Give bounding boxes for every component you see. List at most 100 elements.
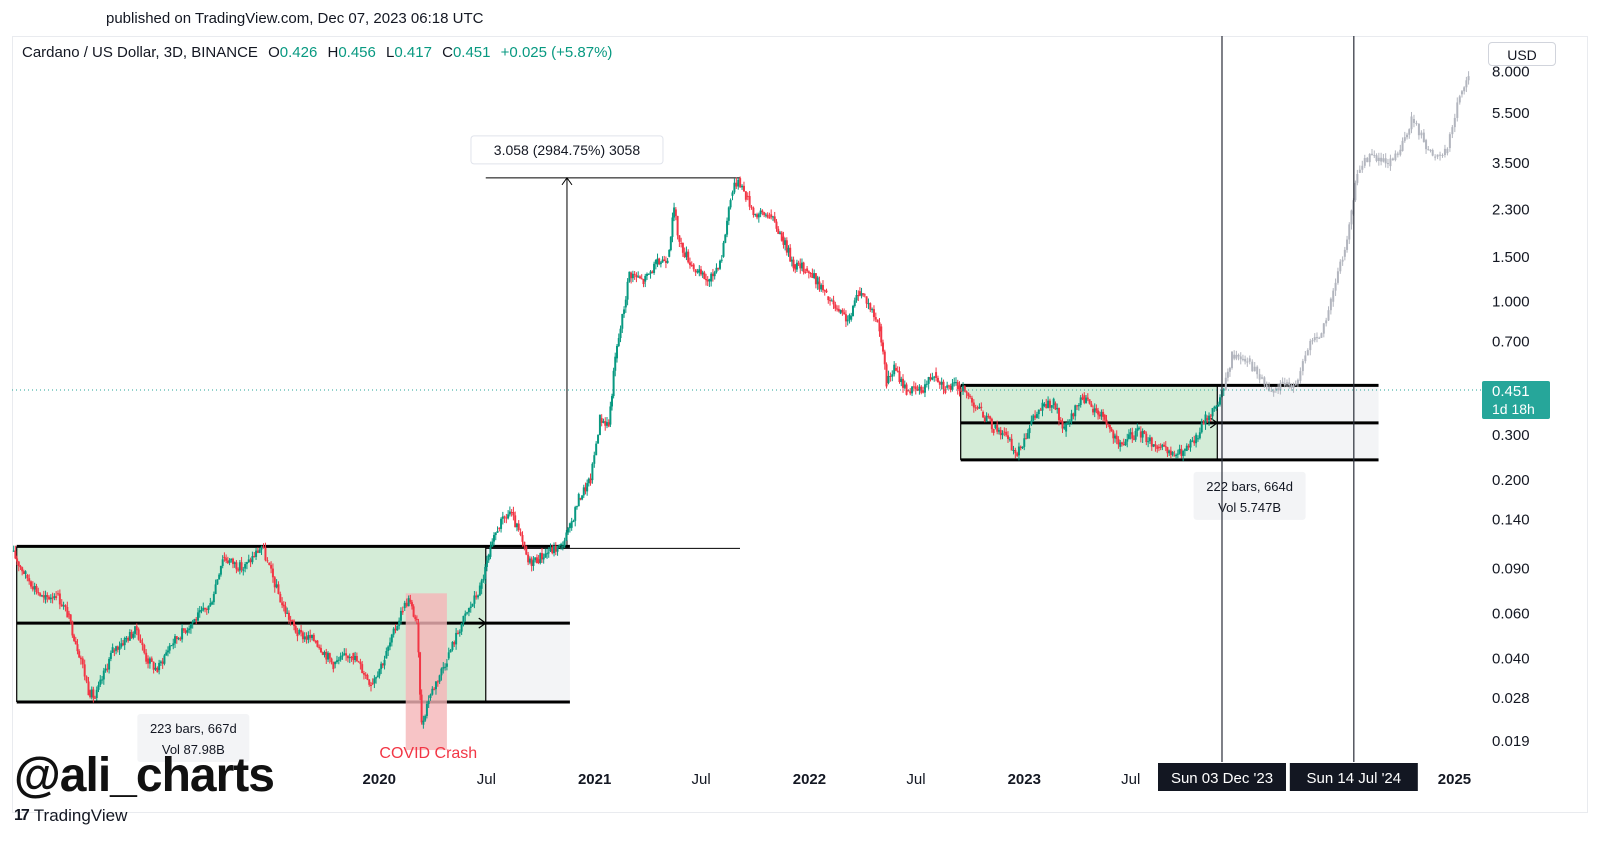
x-tick-label: 2023 — [1008, 771, 1041, 788]
price-candle — [1164, 446, 1167, 448]
price-candle — [264, 547, 267, 561]
y-tick-label: 0.028 — [1492, 690, 1530, 707]
price-candle — [177, 638, 180, 640]
price-candle — [654, 259, 657, 264]
price-candle — [242, 569, 245, 571]
price-candle — [1077, 405, 1080, 407]
price-candle — [396, 625, 399, 631]
price-candle — [312, 634, 315, 641]
price-candle — [182, 628, 185, 631]
price-candle — [307, 635, 310, 640]
price-candle — [542, 557, 545, 560]
price-candle — [135, 626, 138, 631]
price-candle — [339, 656, 342, 660]
price-candle — [960, 390, 963, 392]
currency-button[interactable]: USD — [1488, 42, 1556, 66]
price-candle — [698, 269, 701, 273]
price-candle — [792, 259, 795, 269]
price-candle — [597, 434, 600, 444]
price-candle — [434, 681, 437, 690]
projection-candle — [1327, 310, 1330, 321]
price-candle — [150, 658, 153, 662]
price-candle — [378, 669, 381, 676]
projection-candle — [1350, 210, 1353, 225]
price-candle — [228, 560, 231, 563]
price-candle — [337, 659, 340, 661]
price-candle — [1016, 453, 1019, 456]
price-candle — [978, 406, 981, 409]
projection-candle — [1396, 153, 1399, 155]
price-candle — [361, 664, 364, 673]
y-tick-label: 2.300 — [1492, 201, 1530, 218]
price-candle — [221, 559, 224, 566]
price-candle — [818, 281, 821, 290]
price-candle — [1218, 397, 1221, 405]
price-candle — [612, 370, 615, 397]
y-tick-label: 3.500 — [1492, 155, 1530, 172]
price-candle — [661, 259, 664, 263]
price-candle — [484, 567, 487, 579]
projection-candle — [1441, 154, 1444, 156]
price-candle — [821, 285, 824, 291]
projection-candle — [1318, 337, 1321, 339]
price-candle — [170, 645, 173, 647]
projection-candle — [1343, 249, 1346, 257]
price-candle — [996, 424, 999, 432]
price-candle — [567, 528, 570, 533]
tradingview-logo[interactable]: 17 TradingView — [14, 806, 127, 826]
price-candle — [614, 356, 617, 371]
price-candle — [663, 259, 666, 262]
price-candle — [440, 668, 443, 676]
price-candle — [354, 655, 357, 661]
price-candle — [609, 406, 612, 425]
projection-candle — [1373, 154, 1376, 156]
price-candle — [889, 375, 892, 377]
price-candle — [946, 385, 949, 388]
price-candle — [318, 646, 321, 649]
price-candle — [683, 252, 686, 258]
price-candle — [980, 406, 983, 408]
price-candle — [279, 593, 282, 603]
projection-candle — [1453, 117, 1456, 128]
price-candle — [912, 386, 915, 388]
price-candle — [95, 689, 98, 698]
price-candle — [225, 558, 228, 561]
price-candle — [541, 553, 544, 560]
price-candle — [962, 386, 965, 392]
projection-candle — [1263, 377, 1266, 385]
price-candle — [669, 236, 672, 250]
price-candle — [233, 562, 236, 565]
price-candle — [687, 251, 690, 263]
price-candle — [335, 660, 338, 662]
price-candle — [230, 558, 233, 561]
price-candle — [830, 300, 833, 302]
price-candle — [189, 623, 192, 629]
price-candle — [534, 557, 537, 561]
projection-candle — [1358, 169, 1361, 173]
price-candle — [816, 277, 819, 285]
price-candle — [106, 668, 109, 670]
price-candle — [802, 262, 805, 273]
projection-candle — [1311, 340, 1314, 342]
price-candle — [1198, 432, 1201, 439]
price-candle — [76, 644, 79, 652]
price-candle — [970, 397, 973, 403]
price-candle — [1072, 413, 1075, 417]
price-candle — [836, 308, 839, 310]
price-candle — [420, 694, 423, 723]
price-candle — [319, 648, 322, 653]
price-candle — [1148, 437, 1151, 442]
price-candle — [820, 285, 823, 290]
price-candle — [591, 463, 594, 481]
price-candle — [626, 281, 629, 300]
price-candle — [12, 550, 15, 552]
price-candle — [244, 564, 247, 569]
price-candle — [985, 415, 988, 422]
price-candle — [554, 546, 557, 552]
y-tick-label: 8.000 — [1492, 63, 1530, 80]
price-candle — [630, 272, 633, 279]
price-candle — [1059, 420, 1062, 422]
projection-candle — [1304, 355, 1307, 362]
price-candle — [223, 556, 226, 559]
